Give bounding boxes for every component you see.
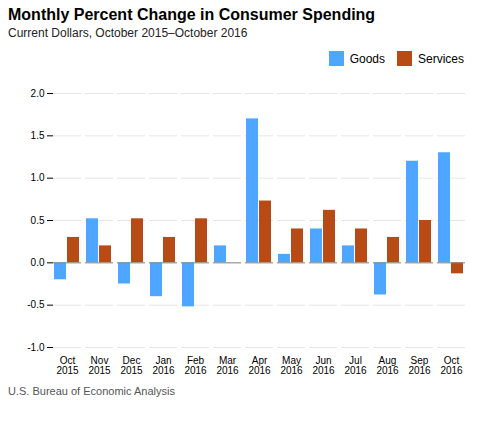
svg-text:Oct2016: Oct2016 [440, 355, 463, 376]
svg-text:Mar2016: Mar2016 [216, 355, 239, 376]
svg-text:Apr2016: Apr2016 [248, 355, 271, 376]
svg-text:-1.0: -1.0 [27, 342, 45, 353]
svg-text:0.0: 0.0 [31, 257, 45, 268]
svg-text:Dec2015: Dec2015 [120, 355, 143, 376]
html-text:Current Dollars, October 2015–: Current Dollars, October 2015–October 20… [8, 26, 248, 40]
svg-text:Nov2015: Nov2015 [88, 355, 111, 376]
html-text:U.S. Bureau of Economic Analys: U.S. Bureau of Economic Analysis [8, 385, 175, 397]
html-text:Services: Services [418, 51, 464, 66]
svg-text:May2016: May2016 [280, 355, 303, 376]
svg-text:Jul2016: Jul2016 [344, 355, 367, 376]
svg-text:Jan2016: Jan2016 [152, 355, 175, 376]
svg-text:1.5: 1.5 [31, 130, 45, 141]
svg-text:Oct2015: Oct2015 [56, 355, 79, 376]
svg-text:Sep2016: Sep2016 [408, 355, 431, 376]
svg-text:-0.5: -0.5 [27, 299, 45, 310]
svg-text:Aug2016: Aug2016 [376, 355, 399, 376]
svg-text:Jun2016: Jun2016 [312, 355, 335, 376]
svg-text:0.5: 0.5 [31, 215, 45, 226]
svg-text:Feb2016: Feb2016 [184, 355, 207, 376]
svg-text:1.0: 1.0 [31, 172, 45, 183]
svg-text:2.0: 2.0 [31, 88, 45, 99]
html-text:Monthly Percent Change in Cons: Monthly Percent Change in Consumer Spend… [8, 6, 376, 23]
html-text:Goods: Goods [349, 51, 385, 66]
